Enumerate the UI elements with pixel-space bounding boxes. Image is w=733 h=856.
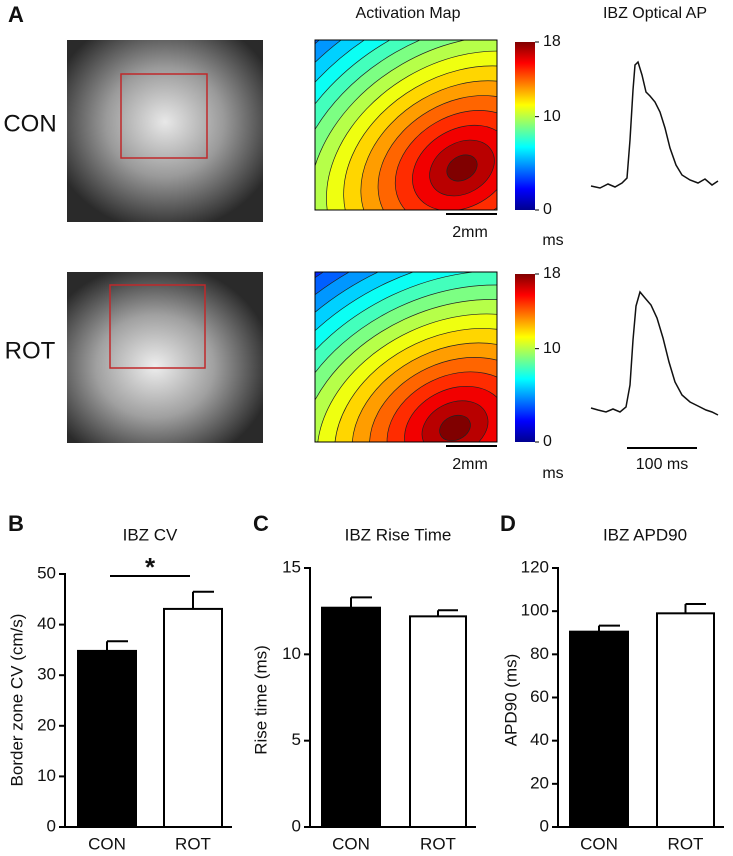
y-axis-label: Rise time (ms) (251, 645, 270, 755)
scale-bar-label: 100 ms (636, 456, 688, 473)
y-tick-label: 10 (37, 766, 56, 785)
y-tick-label: 40 (37, 614, 56, 633)
y-tick-label: 40 (530, 730, 549, 749)
colorbar-tick-label: 18 (543, 265, 561, 282)
y-tick-label: 20 (530, 773, 549, 792)
scale-bar-label: 2mm (452, 224, 488, 241)
colorbar-tick-label: 18 (543, 33, 561, 50)
panel-letter: A (8, 2, 24, 27)
y-tick-label: 0 (292, 816, 301, 835)
colorbar (515, 274, 535, 442)
y-tick-label: 5 (292, 730, 301, 749)
colorbar-tick-label: 0 (543, 201, 552, 218)
roi-box (120, 73, 208, 159)
bar (569, 630, 629, 828)
x-tick-label: CON (88, 834, 126, 853)
column-title: IBZ Optical AP (603, 5, 707, 22)
heart-image (67, 272, 263, 443)
significance-mark: * (145, 552, 156, 582)
map-frame (314, 271, 498, 443)
panel-letter: B (8, 511, 24, 536)
y-tick-label: 60 (530, 687, 549, 706)
bar (321, 606, 381, 828)
y-axis-label: Border zone CV (cm/s) (7, 614, 26, 787)
y-tick-label: 80 (530, 644, 549, 663)
ap-trace (590, 60, 719, 189)
chart-title: IBZ CV (123, 525, 178, 544)
colorbar-tick-label: 10 (543, 340, 561, 357)
panel-letter: D (500, 511, 516, 536)
heart-image (67, 40, 263, 222)
colorbar-tick-label: 10 (543, 108, 561, 125)
bar (409, 615, 467, 829)
colorbar (515, 42, 535, 210)
y-tick-label: 20 (37, 715, 56, 734)
x-tick-label: ROT (175, 834, 211, 853)
bar (77, 649, 137, 828)
x-tick-label: ROT (420, 834, 456, 853)
contour-band (446, 154, 478, 182)
colorbar-tick-label: 0 (543, 433, 552, 450)
y-tick-label: 30 (37, 665, 56, 684)
column-title: Activation Map (356, 5, 461, 22)
panel-letter: C (253, 511, 269, 536)
chart-title: IBZ Rise Time (345, 525, 452, 544)
colorbar-unit: ms (542, 232, 563, 249)
bar (656, 612, 715, 829)
y-tick-label: 0 (47, 816, 56, 835)
row-label: CON (3, 110, 56, 137)
y-tick-label: 15 (282, 557, 301, 576)
y-tick-label: 100 (521, 601, 549, 620)
y-tick-label: 50 (37, 563, 56, 582)
bar (163, 607, 223, 828)
map-frame (314, 39, 498, 211)
activation-map (315, 40, 497, 210)
ap-trace (590, 290, 719, 416)
x-tick-label: ROT (668, 834, 704, 853)
x-tick-label: CON (332, 834, 370, 853)
contour-band (439, 414, 471, 442)
y-tick-label: 0 (540, 816, 549, 835)
scale-bar-label: 2mm (452, 456, 488, 473)
y-axis-label: APD90 (ms) (501, 654, 520, 747)
colorbar-unit: ms (542, 465, 563, 482)
x-tick-label: CON (580, 834, 618, 853)
activation-map (315, 272, 497, 442)
row-label: ROT (5, 337, 56, 364)
roi-box (109, 284, 206, 369)
y-tick-label: 120 (521, 557, 549, 576)
chart-title: IBZ APD90 (603, 525, 687, 544)
y-tick-label: 10 (282, 644, 301, 663)
